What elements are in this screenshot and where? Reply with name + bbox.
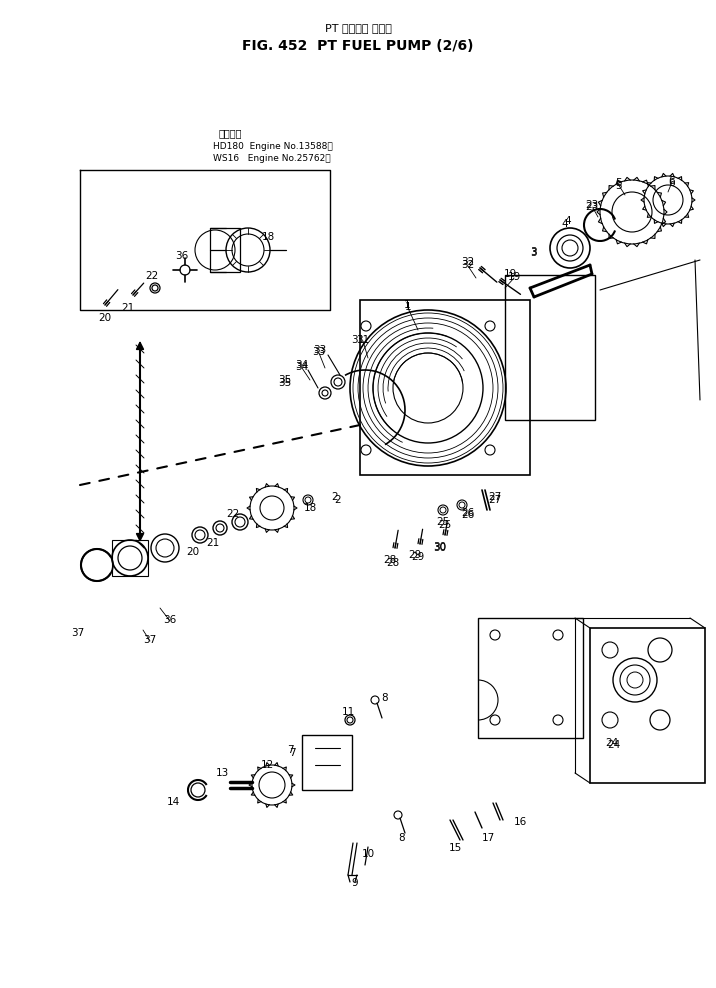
Text: 26: 26 (461, 510, 475, 520)
Text: 8: 8 (382, 693, 388, 703)
Text: 22: 22 (226, 509, 240, 519)
Text: 24: 24 (607, 740, 621, 750)
Text: 3: 3 (530, 248, 536, 258)
Text: 32: 32 (461, 260, 475, 270)
Bar (302, 735, 352, 790)
Text: 7: 7 (289, 748, 295, 758)
Text: 30: 30 (433, 542, 447, 552)
Text: 23: 23 (586, 200, 599, 210)
Text: 6: 6 (669, 176, 675, 186)
Text: HD180  Engine No.13588～: HD180 Engine No.13588～ (213, 142, 333, 151)
Text: 25: 25 (436, 517, 450, 527)
Text: 7: 7 (286, 745, 294, 755)
Text: 31: 31 (357, 335, 369, 345)
Text: 1: 1 (404, 300, 410, 310)
Text: 33: 33 (312, 347, 326, 357)
Text: 30: 30 (433, 543, 447, 553)
Text: 24: 24 (605, 738, 619, 748)
Text: 27: 27 (488, 495, 502, 505)
Text: 34: 34 (296, 360, 309, 370)
Text: 27: 27 (488, 492, 502, 502)
Text: 14: 14 (166, 797, 180, 807)
Text: 22: 22 (145, 271, 159, 281)
Text: 35: 35 (279, 378, 291, 388)
Text: 33: 33 (314, 345, 326, 355)
Text: 6: 6 (669, 178, 675, 188)
Text: 2: 2 (334, 495, 342, 505)
Text: 28: 28 (383, 555, 397, 565)
Text: 9: 9 (352, 878, 358, 888)
Text: 36: 36 (175, 251, 188, 261)
Text: 20: 20 (98, 313, 112, 323)
Text: FIG. 452  PT FUEL PUMP (2/6): FIG. 452 PT FUEL PUMP (2/6) (242, 39, 474, 53)
Text: 23: 23 (586, 202, 599, 212)
Bar (590, 628, 705, 783)
Text: 21: 21 (206, 538, 220, 548)
Text: 36: 36 (163, 615, 177, 625)
Text: 25: 25 (438, 520, 452, 530)
Text: 5: 5 (615, 181, 621, 191)
Text: 11: 11 (342, 707, 354, 717)
Bar (505, 275, 595, 420)
Text: 4: 4 (561, 219, 569, 229)
Text: 29: 29 (412, 552, 425, 562)
Bar (360, 300, 530, 475)
Text: 18: 18 (261, 232, 275, 242)
Text: 19: 19 (503, 269, 517, 279)
Text: 1: 1 (405, 302, 411, 312)
Text: 16: 16 (513, 817, 527, 827)
Text: 5: 5 (615, 178, 621, 188)
Text: 19: 19 (508, 272, 521, 282)
Text: 37: 37 (72, 628, 84, 638)
Text: 37: 37 (143, 635, 157, 645)
Text: 17: 17 (481, 833, 495, 843)
Text: 35: 35 (279, 375, 291, 385)
Text: 18: 18 (304, 503, 316, 513)
Text: PT フェエル ポンプ: PT フェエル ポンプ (324, 23, 392, 33)
Text: 3: 3 (530, 247, 536, 257)
Text: 31: 31 (352, 335, 364, 345)
Text: 15: 15 (448, 843, 462, 853)
Bar (478, 618, 583, 738)
Text: 20: 20 (186, 547, 200, 557)
Text: 34: 34 (296, 362, 309, 372)
Text: 8: 8 (399, 833, 405, 843)
Text: 13: 13 (216, 768, 228, 778)
Text: 26: 26 (461, 508, 475, 518)
Text: 32: 32 (461, 257, 475, 267)
Bar (210, 228, 240, 272)
Text: 28: 28 (387, 558, 400, 568)
Text: 2: 2 (332, 492, 339, 502)
Text: WS16   Engine No.25762～: WS16 Engine No.25762～ (213, 154, 331, 163)
Text: 10: 10 (362, 849, 374, 859)
Bar (112, 540, 148, 576)
Text: 12: 12 (261, 760, 274, 770)
Text: 4: 4 (565, 216, 571, 226)
Text: 適用号機: 適用号機 (218, 128, 242, 138)
Text: 21: 21 (122, 303, 135, 313)
Text: 29: 29 (408, 550, 422, 560)
